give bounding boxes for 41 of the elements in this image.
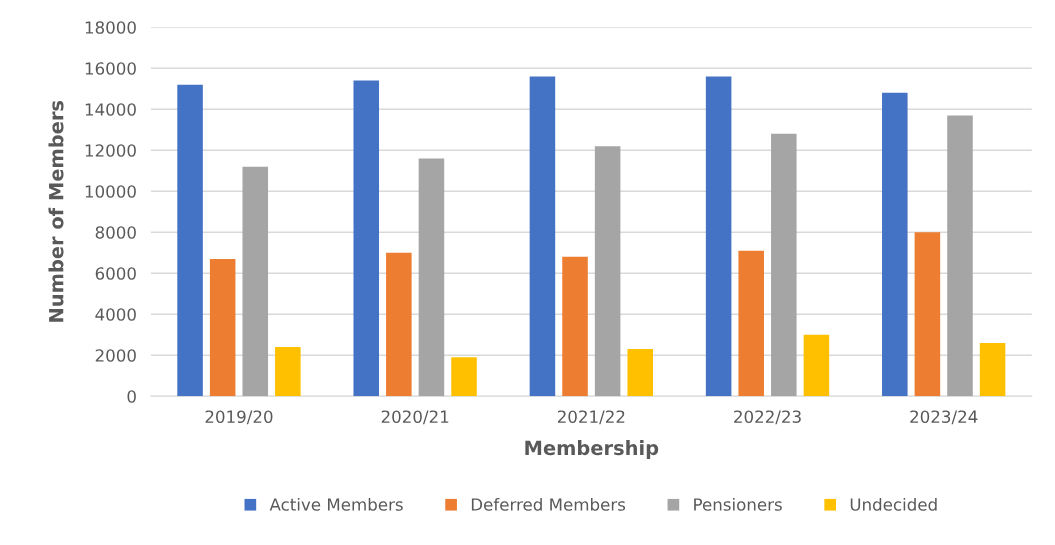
x-tick-label: 2022/23 xyxy=(734,410,801,425)
y-tick-label: 8000 xyxy=(95,226,136,239)
bar xyxy=(914,232,941,397)
legend-label: Deferred Members xyxy=(471,497,626,511)
legend-label: Active Members xyxy=(269,497,403,511)
y-tick-label: 0 xyxy=(127,390,136,403)
y-tick-label: 14000 xyxy=(85,103,136,116)
y-tick-label: 12000 xyxy=(85,144,136,157)
y-tick-label: 10000 xyxy=(85,185,136,198)
x-tick-label: 2023/24 xyxy=(910,410,978,425)
y-tick-label: 2000 xyxy=(95,349,136,362)
x-tick-label: 2021/22 xyxy=(557,410,625,425)
bar xyxy=(353,80,380,397)
y-tick-label: 16000 xyxy=(85,62,136,75)
x-axis-title: Membership xyxy=(525,440,659,459)
bar xyxy=(242,166,269,397)
bar xyxy=(386,252,412,397)
bar xyxy=(529,76,556,397)
bar xyxy=(418,158,445,397)
bar xyxy=(275,347,301,397)
bar xyxy=(177,84,203,397)
legend-label: Pensioners xyxy=(694,497,782,511)
bar xyxy=(947,115,973,397)
bar xyxy=(738,250,764,397)
bar xyxy=(209,258,236,397)
bar xyxy=(705,76,732,397)
bar xyxy=(627,349,653,397)
bar xyxy=(882,92,908,397)
bar xyxy=(594,146,621,397)
y-tick-label: 18000 xyxy=(85,21,136,34)
x-tick-label: 2020/21 xyxy=(381,410,449,425)
y-tick-label: 6000 xyxy=(95,267,136,280)
bar xyxy=(803,334,830,397)
bar xyxy=(771,133,797,397)
y-axis-title: Number of Members xyxy=(48,100,64,322)
x-tick-label: 2019/20 xyxy=(205,410,273,425)
bar xyxy=(451,357,477,397)
bar xyxy=(562,256,588,397)
legend-label: Undecided xyxy=(850,497,937,511)
bar xyxy=(979,342,1006,397)
y-tick-label: 4000 xyxy=(95,308,136,321)
